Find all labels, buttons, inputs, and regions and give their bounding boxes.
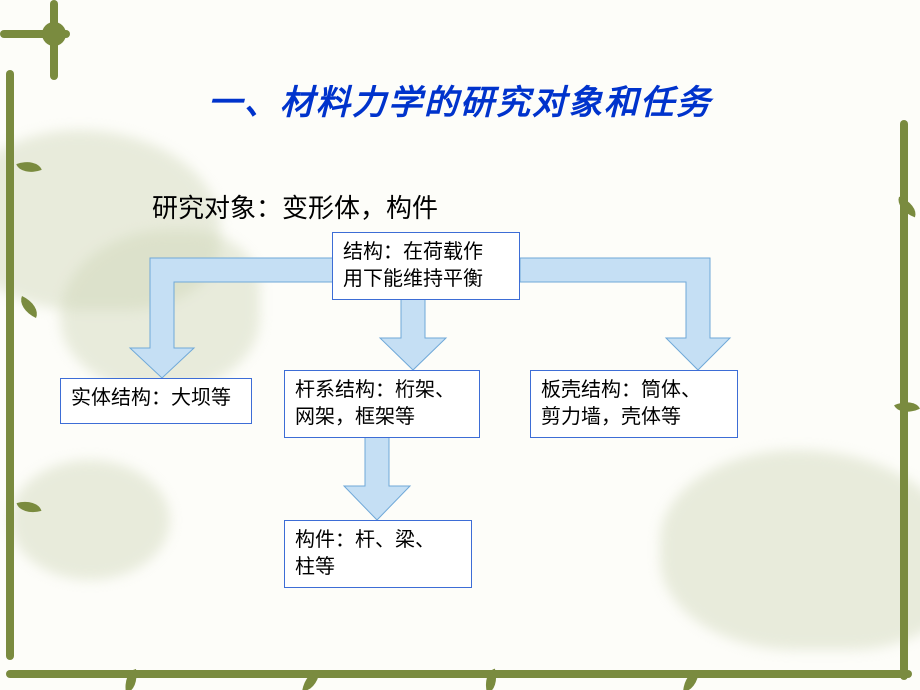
node-bottom: 构件：杆、梁、 柱等 [284, 520, 472, 588]
arrow-root-to-right [520, 258, 730, 370]
vine-border [6, 70, 14, 660]
arrow-mid-to-bottom [344, 436, 410, 520]
page-title: 一、材料力学的研究对象和任务 [0, 75, 920, 124]
arrow-root-to-mid [380, 296, 446, 370]
vine-knot [42, 22, 66, 46]
node-left: 实体结构：大坝等 [60, 378, 252, 424]
node-root: 结构：在荷载作 用下能维持平衡 [332, 232, 520, 300]
vine-border [6, 670, 912, 678]
node-right: 板壳结构：筒体、 剪力墙，壳体等 [530, 370, 738, 438]
subtitle: 研究对象：变形体，构件 [152, 188, 438, 225]
bg-leaf-blob [660, 450, 920, 650]
bg-leaf-blob [10, 460, 170, 580]
node-mid: 杆系结构：桁架、 网架，框架等 [284, 370, 480, 438]
arrow-root-to-left [130, 258, 335, 380]
